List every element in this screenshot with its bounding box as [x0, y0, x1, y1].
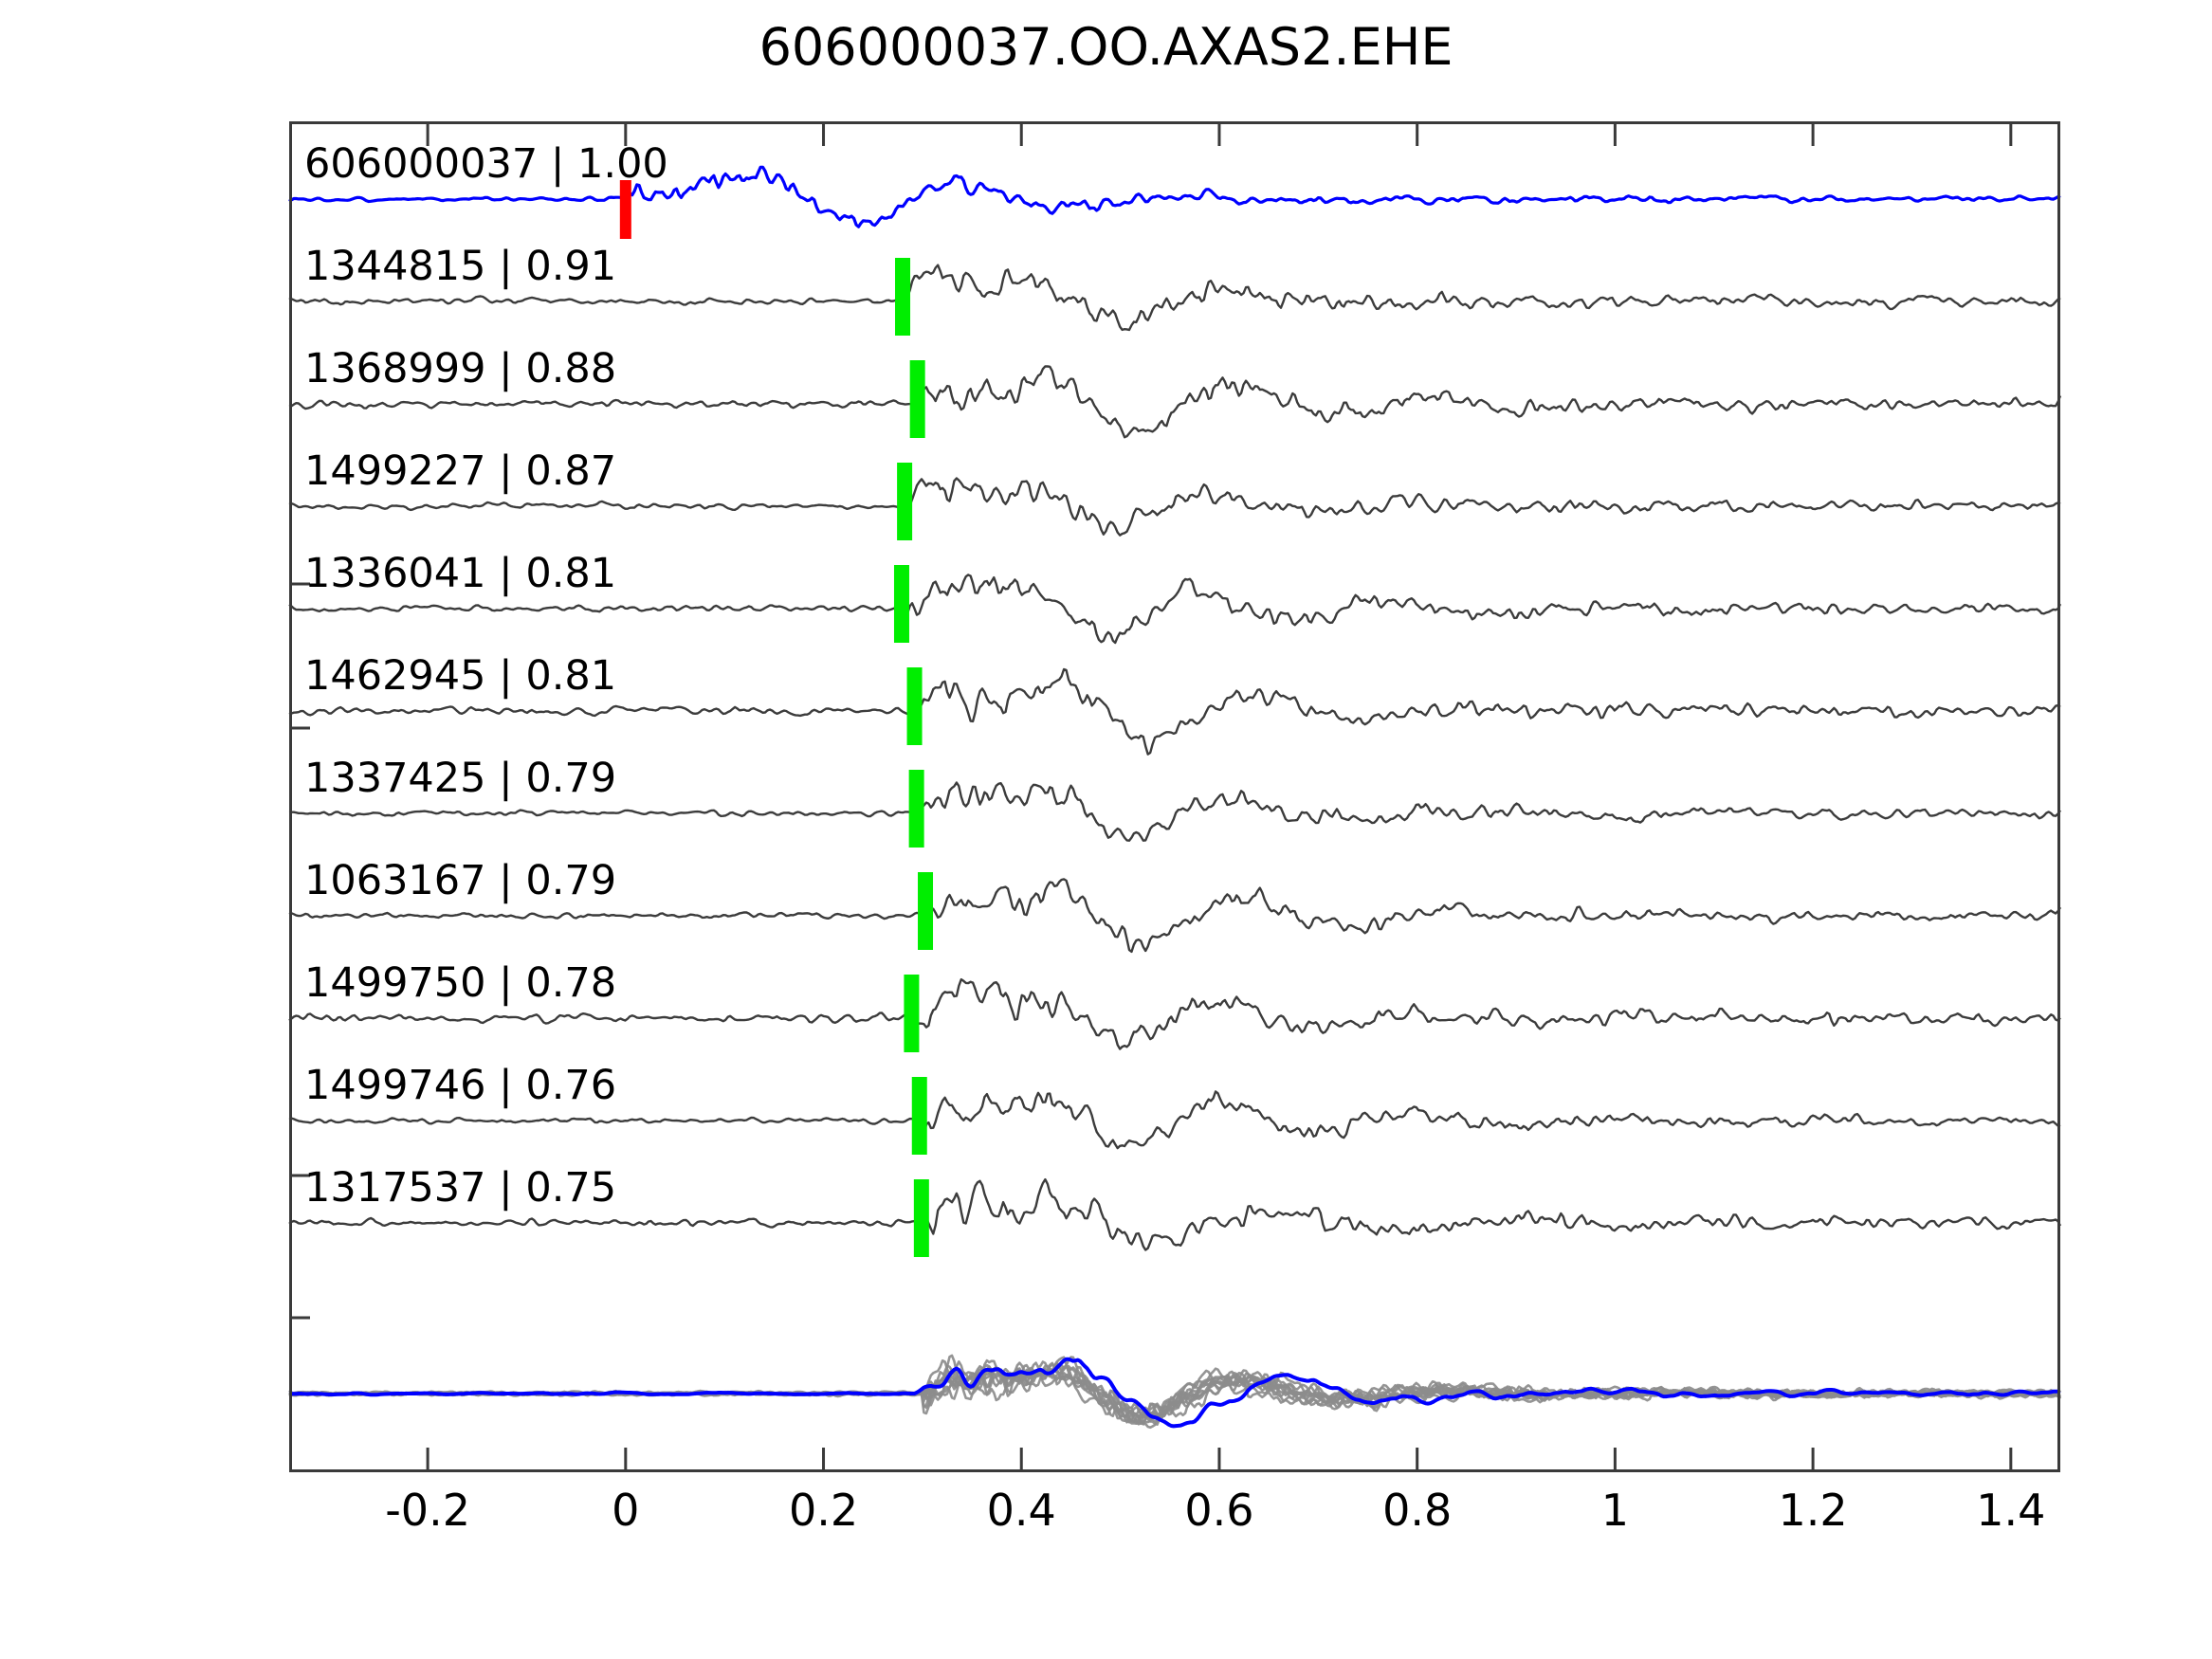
x-tick-label: 1.2 — [1778, 1485, 1848, 1536]
waveform-path — [288, 365, 2062, 439]
detection-pick-marker — [897, 463, 913, 540]
page-title: 606000037.OO.AXAS2.EHE — [759, 17, 1453, 77]
trace-label: 1344815 | 0.91 — [304, 243, 617, 290]
x-tick-label: 1 — [1600, 1485, 1630, 1536]
trace-label: 1063167 | 0.79 — [304, 857, 617, 904]
trace-label: 1317537 | 0.75 — [304, 1164, 617, 1212]
x-tick-label: 0.4 — [986, 1485, 1056, 1536]
waveform-path — [288, 781, 2061, 842]
waveform-path — [288, 1177, 2062, 1251]
waveform-path — [288, 878, 2062, 954]
waveform-canvas — [288, 121, 2062, 1472]
template-pick-marker — [619, 180, 631, 239]
x-tick-label: 0.6 — [1184, 1485, 1254, 1536]
trace-label: 1368999 | 0.88 — [304, 345, 617, 392]
waveform-path — [288, 977, 2061, 1050]
trace-label: 1499227 | 0.87 — [304, 447, 617, 495]
x-tick-label: 1.4 — [1976, 1485, 2046, 1536]
trace-label: 1337425 | 0.79 — [304, 755, 617, 802]
x-tick-label: 0 — [612, 1485, 640, 1536]
trace-label: 606000037 | 1.00 — [304, 140, 668, 188]
waveform-path — [288, 1354, 2062, 1425]
x-tick-label: 0.2 — [788, 1485, 859, 1536]
detection-pick-marker — [904, 975, 920, 1052]
waveform-path — [288, 264, 2061, 332]
detection-pick-marker — [913, 1179, 929, 1257]
waveform-path — [288, 574, 2062, 645]
trace-label: 1499750 | 0.78 — [304, 959, 617, 1007]
detection-pick-marker — [911, 1077, 927, 1155]
trace-label: 1499746 | 0.76 — [304, 1062, 617, 1109]
waveform-path — [288, 477, 2061, 537]
detection-pick-marker — [893, 565, 909, 643]
detection-pick-marker — [906, 667, 923, 745]
detection-pick-marker — [918, 872, 934, 950]
waveform-path — [288, 1357, 2061, 1429]
x-axis-tick-labels: -0.2 0 0.2 0.4 0.6 0.8 1 1.2 1.4 — [289, 1485, 2060, 1551]
waveform-path — [288, 667, 2061, 756]
detection-pick-marker — [895, 258, 911, 336]
plot-area: 606000037 | 1.00 1344815 | 0.91 1368999 | … — [288, 121, 2062, 1472]
waveform-path — [288, 165, 2061, 228]
x-tick-label: 0.8 — [1382, 1485, 1453, 1536]
trace-label: 1462945 | 0.81 — [304, 652, 617, 700]
x-tick-label: -0.2 — [385, 1485, 470, 1536]
detection-pick-marker — [909, 360, 925, 438]
detection-pick-marker — [908, 770, 924, 848]
waveform-path — [288, 1090, 2061, 1150]
trace-label: 1336041 | 0.81 — [304, 550, 617, 597]
